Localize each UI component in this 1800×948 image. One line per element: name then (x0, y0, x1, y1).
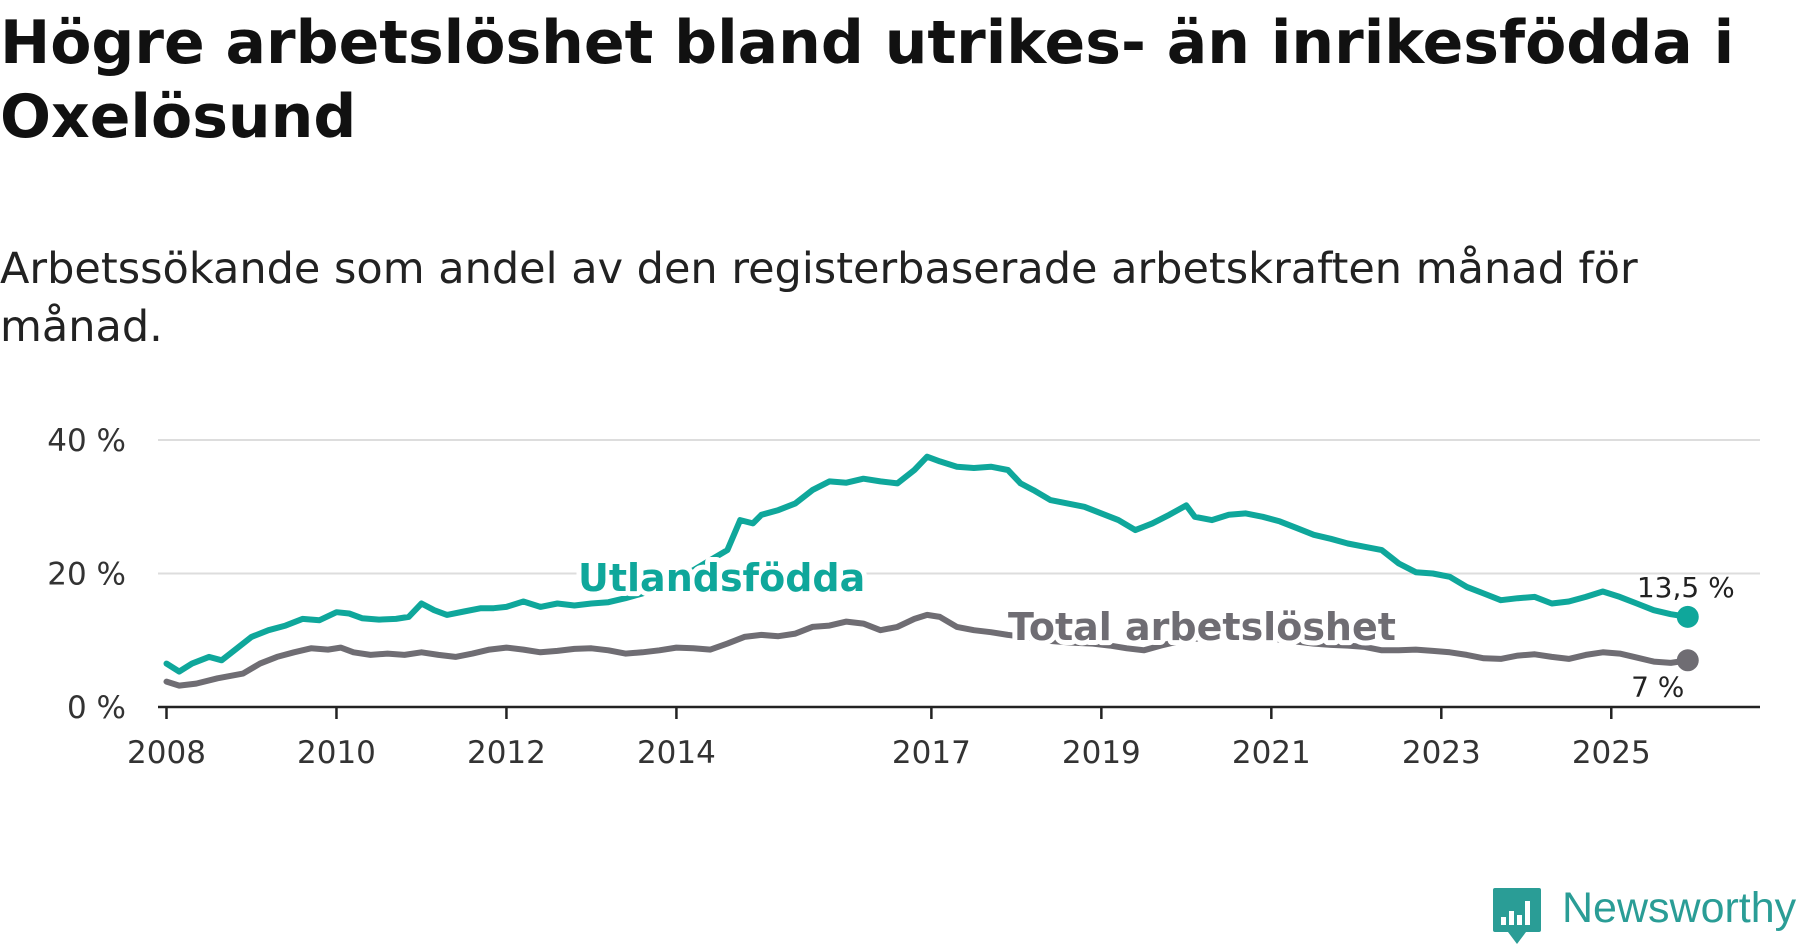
end-label-total: 7 % (1631, 670, 1684, 703)
y-tick-label: 40 % (47, 423, 126, 459)
series-layer (163, 453, 1699, 689)
x-tick-label: 2023 (1402, 735, 1481, 771)
x-tick-label: 2017 (892, 735, 971, 771)
y-tick-label: 0 % (67, 690, 126, 726)
x-tick-label: 2008 (127, 735, 206, 771)
x-tick-label: 2012 (467, 735, 546, 771)
series-label-total: Total arbetslöshet (1008, 605, 1396, 649)
grid-layer (158, 439, 1760, 575)
x-tick-label: 2021 (1232, 735, 1311, 771)
x-tick-label: 2014 (637, 735, 716, 771)
label-layer: Utlandsfödda Total arbetslöshet 13,5 % 7 % (573, 551, 1735, 703)
series-label-utlandsfodda: Utlandsfödda (578, 556, 865, 600)
x-tick-label: 2010 (297, 735, 376, 771)
end-label-utlandsfodda: 13,5 % (1637, 571, 1735, 604)
end-point-utlandsfodda (1676, 605, 1699, 628)
brand-name[interactable]: Newsworthy (1562, 884, 1797, 932)
axis-layer: 0 % 20 % 40 % 2008 2010 2012 2014 2017 2019 2021 2… (47, 423, 1760, 771)
series-line-total (163, 611, 1691, 689)
newsworthy-logo-icon (1493, 888, 1541, 944)
chart-subtitle: Arbetssökande som andel av den registerb… (0, 244, 1638, 352)
end-point-total (1676, 649, 1699, 672)
chart-title: Högre arbetslöshet bland utrikes- än inr… (0, 8, 1735, 152)
series-line-utlandsfodda (163, 453, 1691, 675)
x-tick-label: 2019 (1062, 735, 1141, 771)
y-tick-label: 20 % (47, 557, 126, 593)
x-tick-label: 2025 (1572, 735, 1651, 771)
